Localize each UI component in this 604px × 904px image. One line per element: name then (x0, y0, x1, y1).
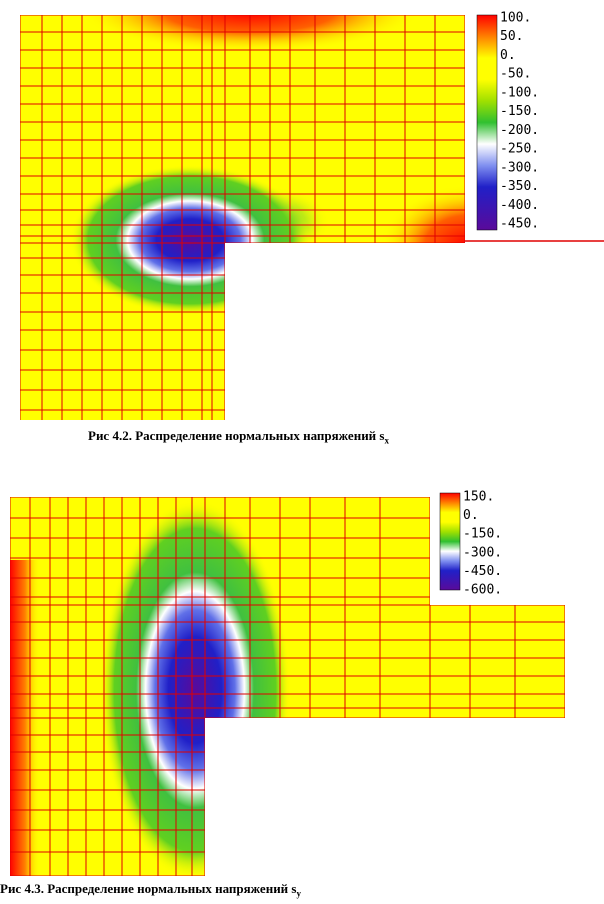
caption-text: Рис 4.3. Распределение нормальных напряж… (0, 881, 297, 896)
colorbar-label: -450. (463, 564, 502, 579)
colorbar-label: -250. (500, 142, 539, 157)
colorbar-label: -150. (500, 104, 539, 119)
caption-subscript: x (384, 435, 389, 446)
colorbar-label: -400. (500, 198, 539, 213)
colorbar-label: -300. (500, 160, 539, 175)
colorbar-label: 50. (500, 29, 523, 44)
colorbar-label: -600. (463, 583, 502, 598)
caption-subscript: y (296, 888, 301, 899)
colorbar (439, 492, 461, 591)
colorbar-label: -350. (500, 179, 539, 194)
caption: Рис 4.3. Распределение нормальных напряж… (0, 881, 301, 899)
colorbar-label: 0. (463, 508, 479, 523)
colorbar-label: 100. (500, 11, 531, 26)
colorbar-label: 150. (463, 490, 494, 505)
colorbar-label: -100. (500, 85, 539, 100)
colorbar-label: -450. (500, 217, 539, 232)
colorbar-label: 0. (500, 48, 516, 63)
colorbar-label: -50. (500, 67, 531, 82)
colorbar-label: -300. (463, 545, 502, 560)
plot-2 (10, 497, 565, 876)
caption: Рис 4.2. Распределение нормальных напряж… (88, 428, 389, 446)
colorbar (476, 14, 498, 231)
colorbar-label: -150. (463, 527, 502, 542)
caption-text: Рис 4.2. Распределение нормальных напряж… (88, 428, 385, 443)
colorbar-label: -200. (500, 123, 539, 138)
